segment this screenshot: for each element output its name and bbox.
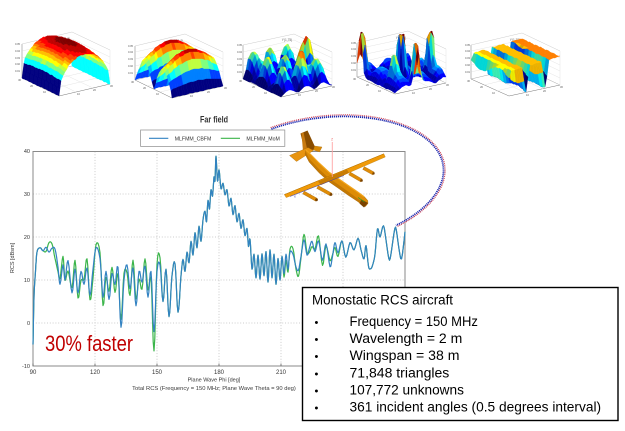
svg-text:10: 10 bbox=[156, 92, 159, 96]
svg-text:20: 20 bbox=[207, 90, 210, 94]
svg-text:0.02: 0.02 bbox=[237, 63, 243, 67]
svg-text:0.01: 0.01 bbox=[351, 68, 357, 72]
svg-text:150: 150 bbox=[152, 370, 163, 376]
svg-text:-10: -10 bbox=[22, 364, 30, 370]
svg-text:0.03: 0.03 bbox=[465, 56, 471, 60]
svg-text:0.05: 0.05 bbox=[128, 44, 134, 48]
svg-text:RCS [dBsm]: RCS [dBsm] bbox=[10, 242, 16, 273]
svg-text:0.04: 0.04 bbox=[128, 50, 134, 54]
svg-text:0.02: 0.02 bbox=[351, 61, 357, 65]
svg-text:40: 40 bbox=[24, 149, 30, 155]
svg-text:Plane Wave Phi [deg]: Plane Wave Phi [deg] bbox=[188, 378, 241, 384]
svg-text:10: 10 bbox=[412, 91, 415, 95]
svg-text:10: 10 bbox=[492, 91, 495, 95]
svg-text:30: 30 bbox=[239, 79, 242, 83]
svg-text:0.04: 0.04 bbox=[351, 47, 357, 51]
svg-text:•: • bbox=[315, 403, 319, 415]
svg-text:10: 10 bbox=[43, 90, 46, 94]
svg-text:30: 30 bbox=[353, 77, 356, 81]
svg-text:10: 10 bbox=[298, 93, 301, 97]
svg-text:30: 30 bbox=[24, 192, 30, 198]
svg-text:20: 20 bbox=[480, 85, 483, 89]
svg-text:0.05: 0.05 bbox=[15, 42, 21, 46]
svg-text:107,772 unknowns: 107,772 unknowns bbox=[350, 382, 465, 397]
svg-text:20: 20 bbox=[93, 88, 96, 92]
svg-text:10: 10 bbox=[526, 93, 529, 97]
svg-text:30: 30 bbox=[18, 78, 21, 82]
svg-text:0.04: 0.04 bbox=[465, 49, 471, 53]
svg-text:0.02: 0.02 bbox=[465, 63, 471, 67]
svg-text:20: 20 bbox=[143, 86, 146, 90]
svg-text:20: 20 bbox=[315, 89, 318, 93]
svg-text:120: 120 bbox=[90, 370, 101, 376]
svg-text:x: x bbox=[294, 195, 296, 199]
svg-text:10: 10 bbox=[264, 91, 267, 95]
svg-text:71,848 triangles: 71,848 triangles bbox=[350, 365, 450, 380]
svg-text:20: 20 bbox=[24, 235, 30, 241]
svg-text:30: 30 bbox=[332, 85, 335, 89]
svg-text:Y(1,75): Y(1,75) bbox=[282, 38, 292, 42]
svg-text:0.03: 0.03 bbox=[128, 57, 134, 61]
svg-text:Far field: Far field bbox=[200, 115, 228, 126]
svg-text:10: 10 bbox=[77, 92, 80, 96]
svg-text:30: 30 bbox=[131, 80, 134, 84]
svg-text:20: 20 bbox=[252, 85, 255, 89]
svg-text:0.01: 0.01 bbox=[15, 69, 21, 73]
svg-text:•: • bbox=[315, 385, 319, 397]
svg-text:0.01: 0.01 bbox=[128, 71, 134, 75]
svg-text:0: 0 bbox=[27, 321, 30, 327]
svg-text:0.04: 0.04 bbox=[237, 50, 243, 54]
svg-text:0.03: 0.03 bbox=[15, 56, 21, 60]
svg-text:20: 20 bbox=[543, 89, 546, 93]
svg-text:•: • bbox=[315, 334, 319, 346]
svg-text:30: 30 bbox=[467, 79, 470, 83]
svg-text:0.04: 0.04 bbox=[15, 49, 21, 53]
svg-text:0.01: 0.01 bbox=[465, 70, 471, 74]
svg-text:20: 20 bbox=[429, 87, 432, 91]
svg-text:0.03: 0.03 bbox=[237, 57, 243, 61]
svg-text:Total RCS (Frequency = 150 MHz: Total RCS (Frequency = 150 MHz; Plane Wa… bbox=[132, 386, 296, 392]
svg-text:30: 30 bbox=[560, 85, 563, 89]
svg-text:•: • bbox=[315, 317, 319, 329]
svg-text:20: 20 bbox=[366, 83, 369, 87]
svg-text:30: 30 bbox=[110, 84, 113, 88]
svg-text:Wingspan = 38 m: Wingspan = 38 m bbox=[350, 348, 460, 363]
svg-text:90: 90 bbox=[30, 370, 37, 376]
svg-text:20: 20 bbox=[30, 84, 33, 88]
svg-text:30% faster: 30% faster bbox=[45, 331, 133, 356]
svg-text:0.02: 0.02 bbox=[128, 64, 134, 68]
svg-text:0.05: 0.05 bbox=[465, 43, 471, 47]
svg-text:210: 210 bbox=[276, 370, 287, 376]
svg-text:Monostatic RCS aircraft: Monostatic RCS aircraft bbox=[312, 293, 453, 308]
svg-text:Y(1,76): Y(1,76) bbox=[510, 38, 520, 42]
svg-text:30: 30 bbox=[224, 86, 227, 90]
svg-text:•: • bbox=[315, 368, 319, 380]
svg-text:10: 10 bbox=[190, 94, 193, 98]
svg-text:0.03: 0.03 bbox=[351, 54, 357, 58]
svg-text:z: z bbox=[331, 137, 334, 142]
svg-text:0.05: 0.05 bbox=[351, 41, 357, 45]
svg-text:10: 10 bbox=[378, 89, 381, 93]
svg-text:0.05: 0.05 bbox=[237, 43, 243, 47]
svg-text:0.01: 0.01 bbox=[237, 70, 243, 74]
svg-text:Frequency = 150 MHz: Frequency = 150 MHz bbox=[350, 314, 479, 329]
svg-text:10: 10 bbox=[24, 278, 30, 284]
svg-text:MLFMM_MoM: MLFMM_MoM bbox=[246, 136, 279, 142]
svg-text:180: 180 bbox=[214, 370, 225, 376]
svg-text:MLFMM_CBFM: MLFMM_CBFM bbox=[175, 136, 212, 142]
svg-text:•: • bbox=[315, 351, 319, 363]
svg-text:30: 30 bbox=[446, 83, 449, 87]
svg-text:Wavelength = 2 m: Wavelength = 2 m bbox=[350, 331, 463, 346]
svg-text:361 incident angles (0.5 degr: 361 incident angles (0.5 degrees interva… bbox=[350, 400, 602, 415]
svg-text:0.02: 0.02 bbox=[15, 62, 21, 66]
